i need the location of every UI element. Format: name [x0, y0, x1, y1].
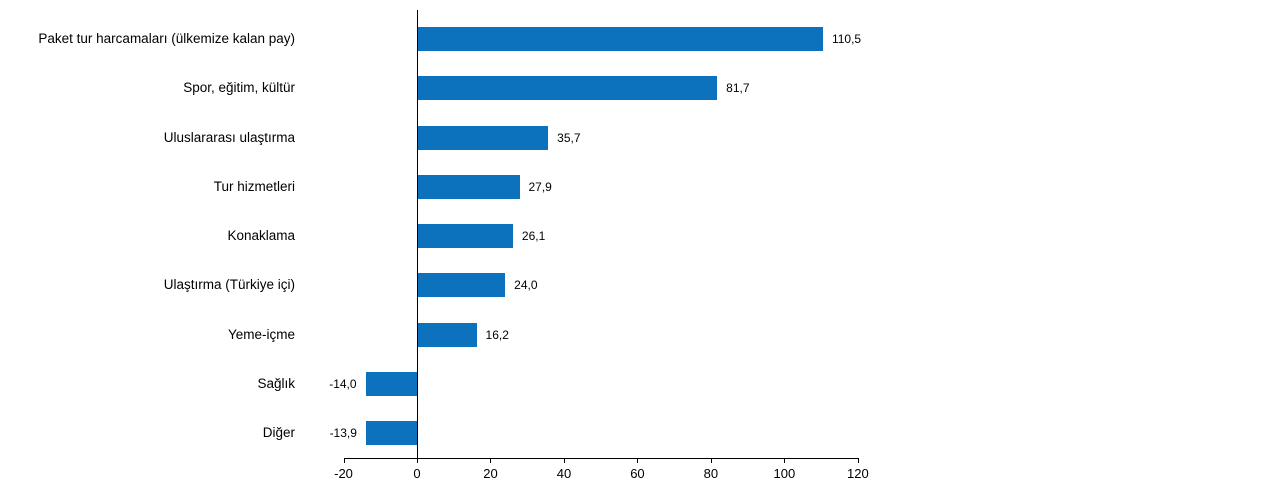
category-label: Diğer — [262, 425, 295, 440]
x-axis-tick — [710, 458, 712, 463]
x-axis-tick-label: 40 — [556, 466, 572, 481]
value-label: 110,5 — [831, 32, 862, 46]
x-axis-tick — [857, 458, 859, 463]
x-axis-tick — [417, 458, 418, 463]
category-label: Spor, eğitim, kültür — [183, 80, 295, 96]
value-label: 24,0 — [514, 278, 538, 293]
value-label: -14,0 — [329, 376, 357, 391]
x-axis-tick — [563, 458, 565, 463]
x-axis-tick-label: 20 — [483, 466, 498, 481]
x-axis-tick-label: 60 — [630, 466, 645, 481]
category-label: Paket tur harcamaları (ülkemize kalan pa… — [38, 31, 295, 46]
x-axis-tick-label: 100 — [773, 466, 796, 481]
x-axis-tick — [490, 458, 492, 463]
value-label: 81,7 — [726, 81, 750, 96]
x-axis-tick-label: -20 — [334, 466, 353, 481]
value-label: 26,1 — [521, 229, 546, 243]
bar — [417, 27, 823, 51]
x-axis-tick — [343, 458, 345, 463]
x-axis-line — [343, 458, 859, 459]
category-label: Uluslararası ulaştırma — [163, 129, 295, 145]
bar — [417, 76, 718, 101]
category-label: Sağlık — [257, 375, 295, 391]
x-axis-tick — [784, 458, 786, 463]
value-label: -13,9 — [329, 426, 357, 440]
value-label: 27,9 — [528, 179, 552, 194]
category-label: Tur hizmetleri — [213, 178, 295, 194]
bar — [365, 371, 417, 396]
value-label: 16,2 — [485, 327, 509, 342]
x-axis-tick-label: 120 — [847, 466, 869, 481]
value-label: 35,7 — [557, 130, 581, 145]
x-axis-tick — [637, 458, 639, 463]
x-axis-tick-label: 0 — [413, 466, 421, 481]
category-label: Yeme-içme — [227, 326, 295, 342]
bar — [417, 224, 513, 248]
bar — [365, 421, 417, 445]
x-axis-tick-label: 80 — [703, 466, 719, 481]
bar — [417, 322, 477, 347]
bar — [417, 125, 549, 150]
zero-axis-line — [417, 10, 418, 458]
bar — [417, 273, 506, 298]
category-label: Ulaştırma (Türkiye içi) — [163, 277, 295, 293]
category-label: Konaklama — [227, 228, 295, 243]
bar — [417, 174, 520, 199]
